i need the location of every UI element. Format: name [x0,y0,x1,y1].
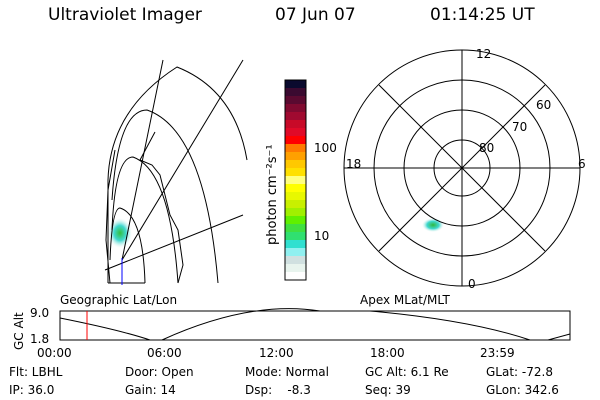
colorbar-band [285,80,306,89]
colorbar-band [285,128,306,137]
colorbar-band [285,160,306,169]
ip: IP: 36.0 [9,383,55,397]
ytick-1.8: 1.8 [30,332,50,346]
mlt-6: 6 [578,157,586,171]
colorbar-band [285,240,306,249]
xtick-18: 18:00 [370,346,405,360]
colorbar-band [285,264,306,273]
colorbar-band [285,224,306,233]
colorbar-band [285,192,306,201]
map-label: Geographic Lat/Lon [60,293,178,307]
colorbar-band [285,176,306,185]
glat: GLat: -72.8 [486,365,553,379]
colorbar-band [285,256,306,265]
colorbar-band [285,152,306,161]
ytick-9: 9.0 [30,306,50,320]
colorbar-band [285,144,306,153]
colorbar-band [285,168,306,177]
colorbar-band [285,184,306,193]
altplot-ylabel: GC Alt [12,312,26,350]
dsp: Dsp: -8.3 [245,383,311,397]
mlat-70: 70 [512,120,528,134]
colorbar-tick-10: 10 [314,229,330,243]
colorbar-band [285,232,306,241]
geographic-map [104,59,248,285]
aurora-oval-blob [422,218,444,232]
colorbar-band [285,96,306,105]
colorbar-band [285,136,306,145]
filter: Flt: LBHL [9,365,63,379]
date-label: 07 Jun 07 [275,5,356,25]
xtick-0: 00:00 [37,346,72,360]
xtick-12: 12:00 [259,346,294,360]
time-label: 01:14:25 UT [430,5,535,25]
door: Door: Open [125,365,194,379]
xtick-6: 06:00 [147,346,182,360]
mlt-12: 12 [476,47,492,61]
polar-label: Apex MLat/MLT [360,293,450,307]
colorbar-band [285,272,306,281]
colorbar-band [285,120,306,129]
colorbar-band [285,88,306,97]
colorbar-band [285,112,306,121]
gc-alt: GC Alt: 6.1 Re [365,365,449,379]
colorbar-band [285,104,306,113]
mode: Mode: Normal [245,365,329,379]
colorbar-band [285,248,306,257]
mlt-18: 18 [346,157,362,171]
mlt-0: 0 [468,277,476,291]
colorbar-tick-100: 100 [314,141,337,155]
colorbar [285,80,306,281]
colorbar-band [285,216,306,225]
polar-plot [343,49,581,287]
colorbar-band [285,208,306,217]
mlat-60: 60 [536,98,552,112]
mlat-80: 80 [479,141,495,155]
gain: Gain: 14 [125,383,176,397]
colorbar-unit-label: photon cm⁻²s⁻¹ [265,144,280,245]
altitude-plot [59,308,571,341]
glon: GLon: 342.6 [486,383,559,397]
colorbar-band [285,200,306,209]
seq: Seq: 39 [365,383,411,397]
instrument-title: Ultraviolet Imager [48,5,202,25]
xtick-end: 23:59 [480,346,515,360]
